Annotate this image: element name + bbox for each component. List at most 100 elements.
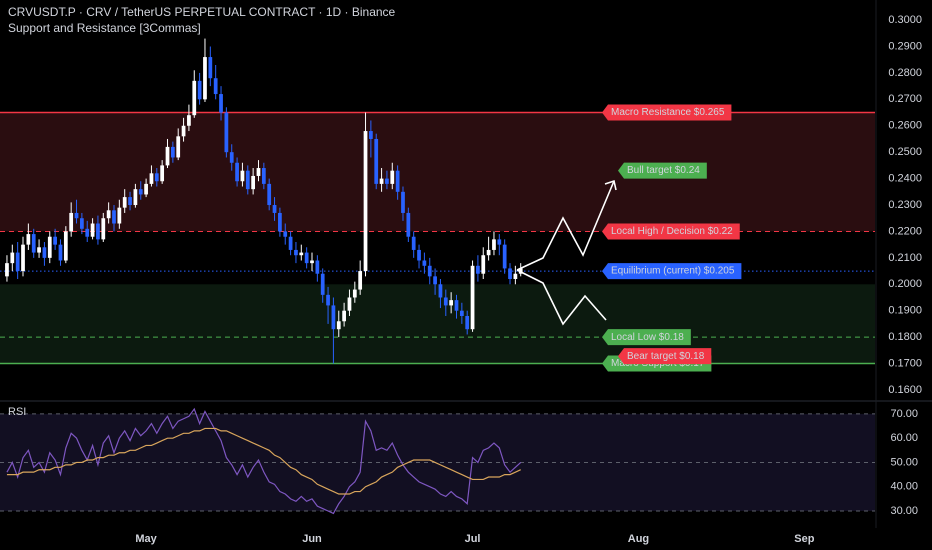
candle-body — [497, 239, 502, 245]
level-label-text: Local High / Decision $0.22 — [611, 226, 733, 237]
candle-body — [368, 131, 373, 139]
candle-body — [112, 210, 116, 224]
candle-body — [197, 80, 202, 100]
candle — [342, 302, 346, 327]
candle — [422, 252, 427, 274]
candle-body — [122, 197, 127, 208]
candle — [219, 86, 223, 121]
candle — [133, 183, 138, 208]
candle-body — [240, 170, 245, 182]
x-tick-label: Jul — [465, 533, 481, 545]
candle-body — [374, 138, 379, 184]
candle-body — [251, 175, 256, 190]
y-tick-label: 30.00 — [890, 505, 918, 517]
candle-body — [422, 260, 427, 266]
candle — [283, 223, 288, 245]
candle — [58, 239, 63, 266]
candle-body — [502, 244, 507, 269]
level-label-bg — [602, 223, 740, 240]
target-label-bg — [618, 162, 707, 179]
candle-body — [224, 112, 229, 153]
candle — [63, 226, 68, 264]
candle — [31, 228, 36, 258]
level-label-bg — [602, 329, 691, 346]
candle-body — [133, 189, 138, 206]
candle-body — [454, 300, 459, 311]
candle-body — [331, 305, 336, 330]
candle-body — [336, 321, 341, 330]
candle-body — [203, 57, 207, 100]
candle — [138, 181, 143, 200]
candle — [406, 207, 411, 243]
candle — [170, 141, 175, 163]
y-tick-label: 70.00 — [890, 408, 918, 420]
candle — [10, 244, 15, 272]
candle-body — [513, 273, 518, 279]
candle — [272, 197, 277, 221]
candle-body — [10, 252, 15, 264]
candle — [154, 168, 159, 187]
candle — [449, 292, 454, 314]
candle-body — [342, 310, 346, 322]
candle — [37, 239, 41, 258]
candle-body — [390, 170, 395, 184]
y-tick-label: 0.1800 — [888, 331, 922, 343]
candle — [240, 162, 245, 187]
candle — [101, 212, 106, 243]
candle — [245, 165, 250, 195]
candle-body — [165, 146, 170, 166]
candle — [26, 223, 31, 250]
candle-body — [411, 236, 416, 250]
candle-body — [385, 178, 389, 184]
candle-body — [465, 315, 470, 330]
candle — [149, 165, 154, 187]
candle — [128, 191, 132, 211]
candle — [160, 160, 165, 184]
candle-body — [320, 273, 325, 295]
candle — [181, 117, 186, 142]
candle — [224, 107, 229, 158]
target-label: Bear target $0.18 — [618, 348, 712, 365]
candle — [363, 112, 368, 277]
candle — [443, 289, 448, 316]
candle-body — [299, 252, 304, 256]
candle — [294, 242, 298, 264]
candle — [251, 168, 256, 195]
candle-body — [170, 146, 175, 158]
target-label-bg — [618, 348, 712, 365]
y-tick-label: 0.1600 — [888, 384, 922, 396]
candle-body — [31, 234, 36, 253]
candle — [256, 160, 261, 182]
candle — [470, 260, 475, 332]
y-tick-label: 0.2400 — [888, 173, 922, 185]
y-tick-label: 0.2800 — [888, 67, 922, 79]
candle-body — [310, 260, 314, 264]
candle-body — [154, 173, 159, 182]
candle — [417, 244, 421, 269]
candle-body — [347, 297, 352, 311]
candle-body — [160, 165, 165, 182]
candle-body — [245, 170, 250, 190]
candle — [117, 199, 122, 229]
candle — [5, 255, 9, 282]
y-tick-label: 50.00 — [890, 456, 918, 468]
candle — [347, 289, 352, 316]
candle-body — [26, 234, 31, 245]
candle — [352, 281, 357, 303]
candle — [106, 202, 111, 224]
zone — [0, 112, 875, 232]
candle-body — [352, 289, 357, 298]
candle-body — [406, 212, 411, 237]
candle — [299, 244, 304, 261]
candle-body — [256, 168, 261, 176]
candle-body — [63, 231, 68, 261]
candle — [502, 239, 507, 274]
candle — [427, 257, 432, 285]
candle-body — [417, 249, 421, 261]
candle — [261, 162, 266, 190]
rsi-title: RSI — [8, 406, 26, 418]
level-label-bg — [602, 263, 742, 280]
candle — [267, 178, 272, 211]
level-label: Local Low $0.18 — [602, 329, 691, 346]
candle-body — [42, 247, 47, 258]
